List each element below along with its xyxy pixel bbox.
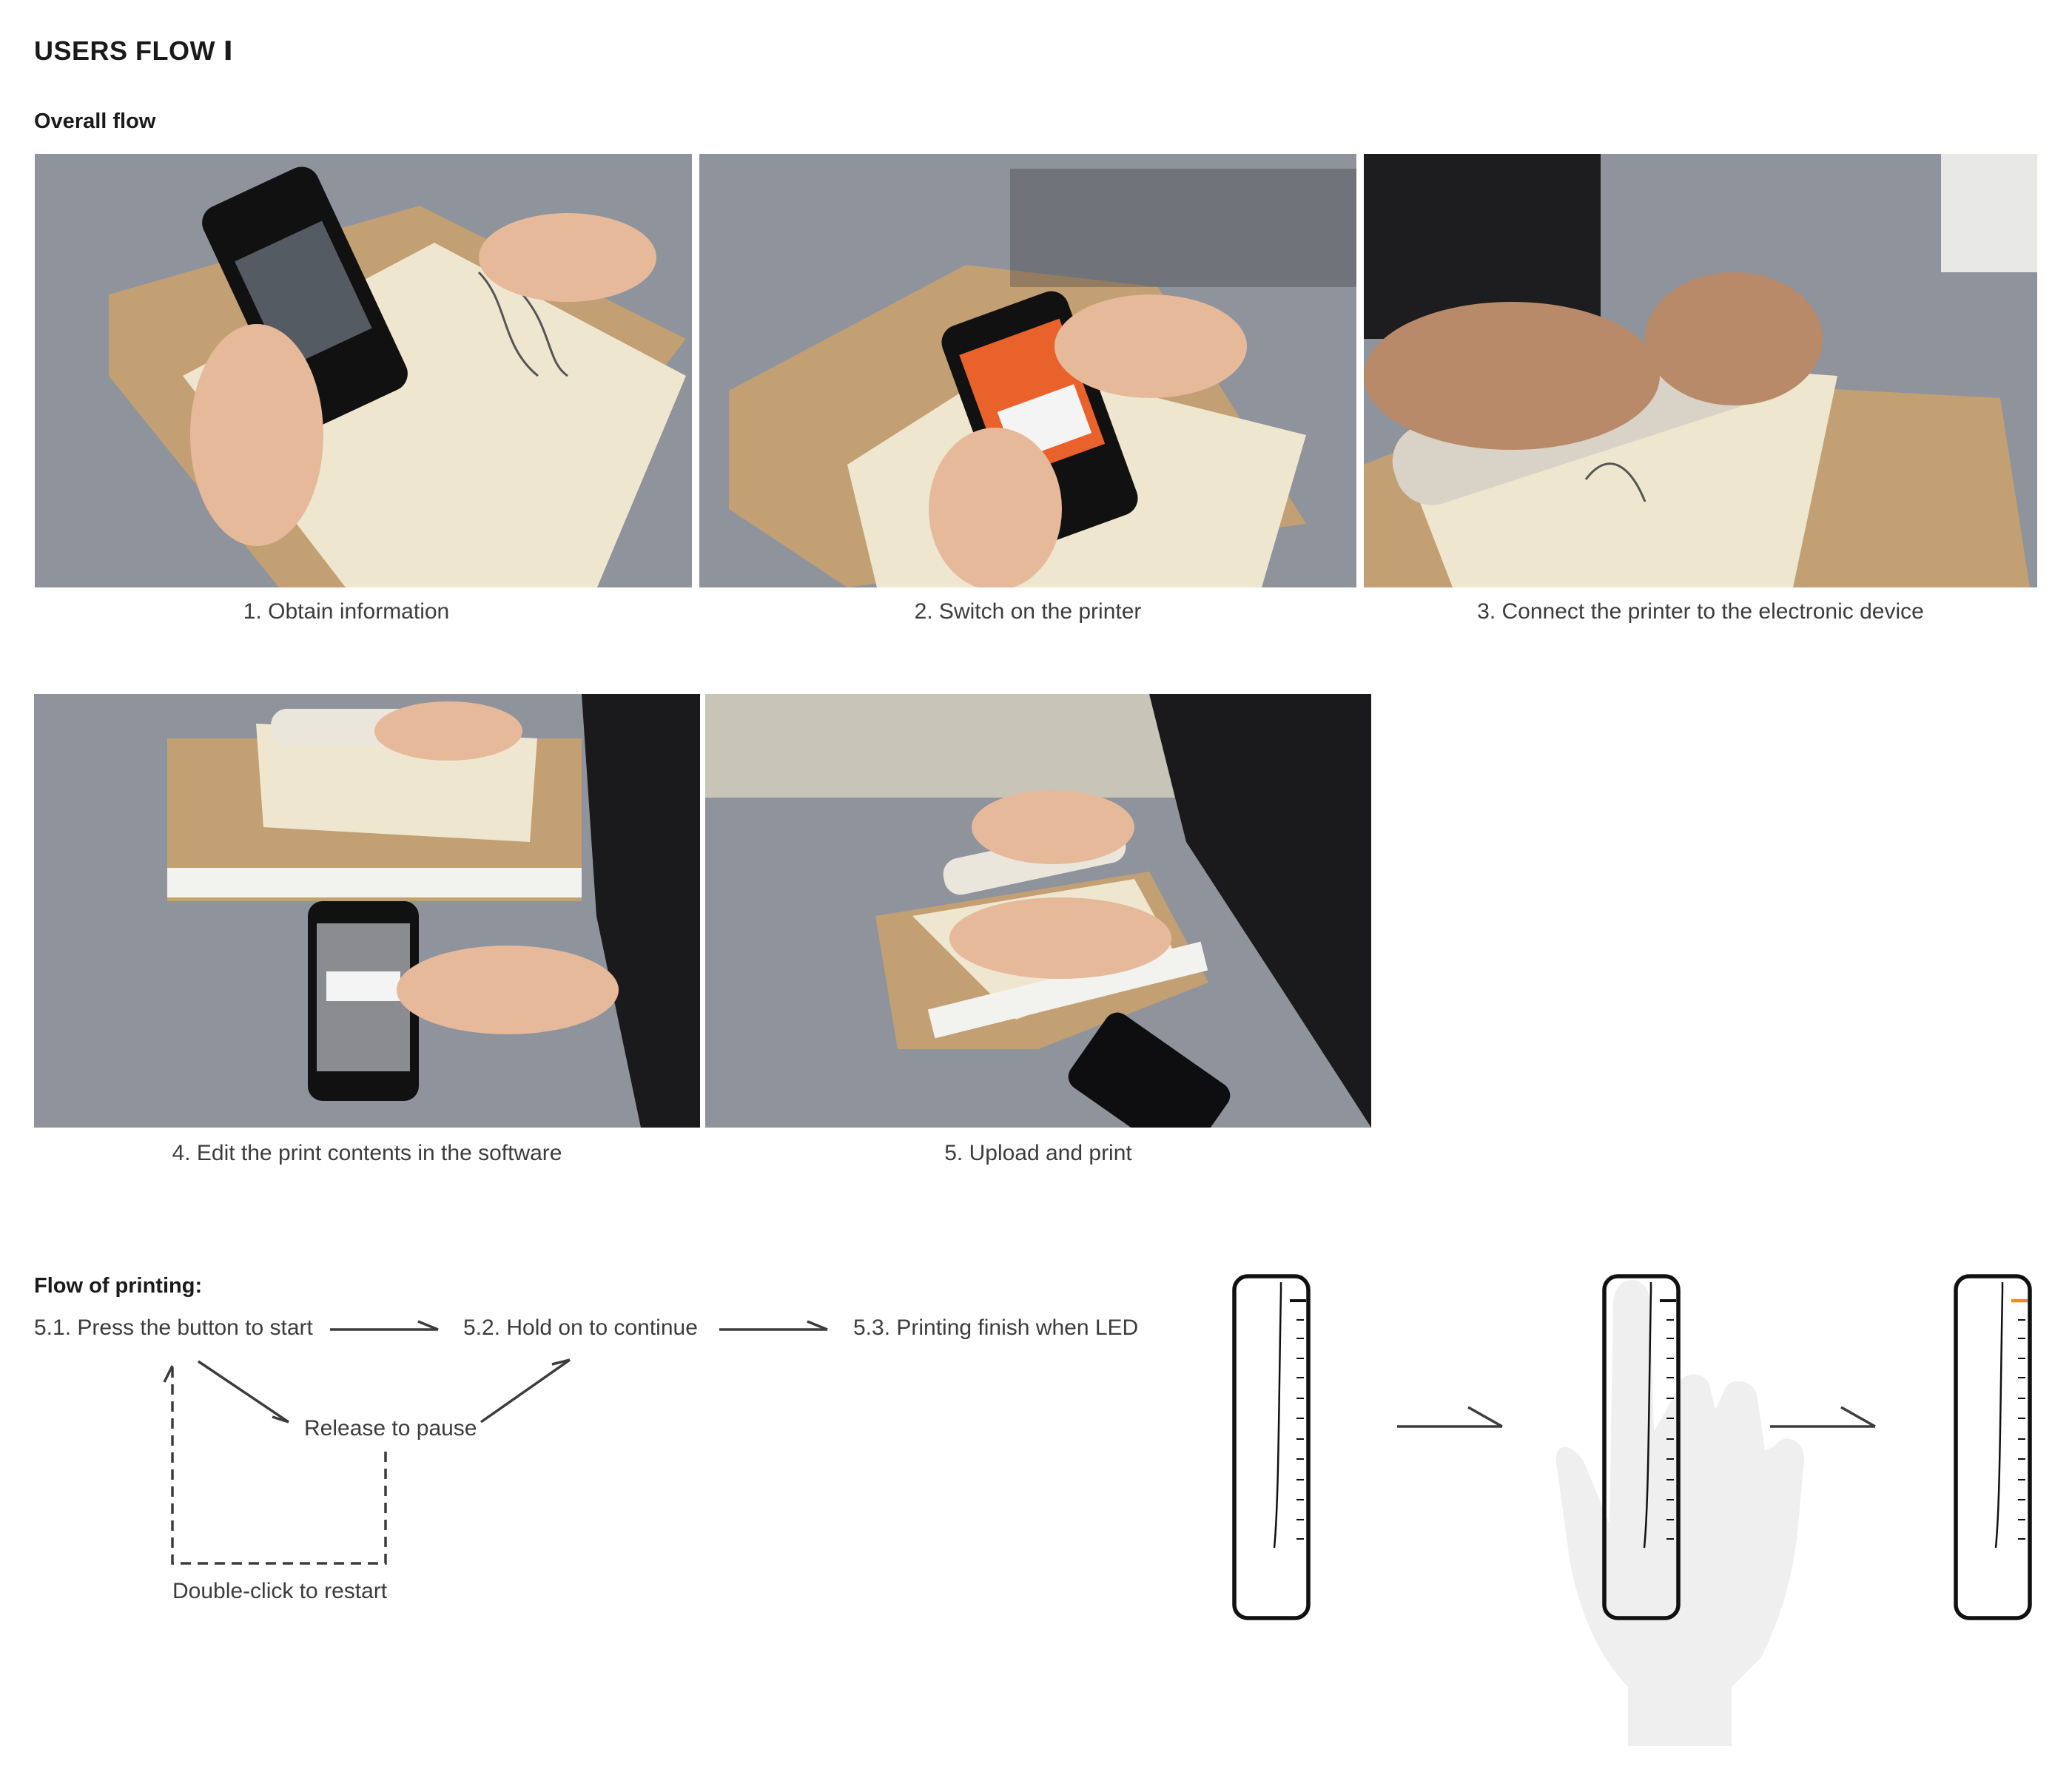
- phone-icon: [1068, 1012, 1231, 1128]
- caption-step-3: 3. Connect the printer to the electronic…: [1477, 599, 1924, 624]
- photo-obtain-information: [35, 154, 692, 587]
- flow-step-printing-finish: 5.3. Printing finish when LED: [853, 1315, 1139, 1340]
- flow-step-release-pause: Release to pause: [304, 1416, 477, 1441]
- caption-step-1: 1. Obtain information: [243, 599, 450, 624]
- flow-step-hold-on: 5.2. Hold on to continue: [463, 1315, 698, 1340]
- arrow-icon: [198, 1360, 289, 1424]
- arrow-icon: [719, 1320, 828, 1331]
- caption-step-5: 5. Upload and print: [944, 1141, 1132, 1165]
- photo-upload-and-print: [705, 694, 1371, 1128]
- caption-step-4: 4. Edit the print contents in the softwa…: [172, 1141, 562, 1165]
- caption-step-2: 2. Switch on the printer: [914, 599, 1142, 624]
- printer-icon-start: [1232, 1274, 1311, 1620]
- printer-icon-hold: [1602, 1274, 1681, 1620]
- photo-edit-print-contents: [34, 694, 700, 1128]
- photo-connect-printer: [1364, 154, 2037, 587]
- section-title-flow-of-printing: Flow of printing:: [34, 1274, 203, 1298]
- photo-switch-on-printer: [699, 154, 1356, 587]
- arrow-icon: [480, 1358, 571, 1424]
- arrow-icon: [1397, 1406, 1503, 1428]
- phone-icon: [308, 901, 419, 1101]
- arrow-icon: [1770, 1406, 1876, 1428]
- section-title-overall-flow: Overall flow: [34, 110, 156, 133]
- flow-step-press-button: 5.1. Press the button to start: [34, 1315, 313, 1340]
- printer-icon-finished: [1954, 1274, 2032, 1620]
- page-title: USERS FLOW Ⅰ: [34, 36, 234, 66]
- hand-icon: [1555, 1280, 1805, 1746]
- arrow-icon: [330, 1320, 439, 1331]
- flow-step-double-click-restart: Double-click to restart: [172, 1579, 388, 1603]
- dashed-restart-loop: [163, 1365, 387, 1565]
